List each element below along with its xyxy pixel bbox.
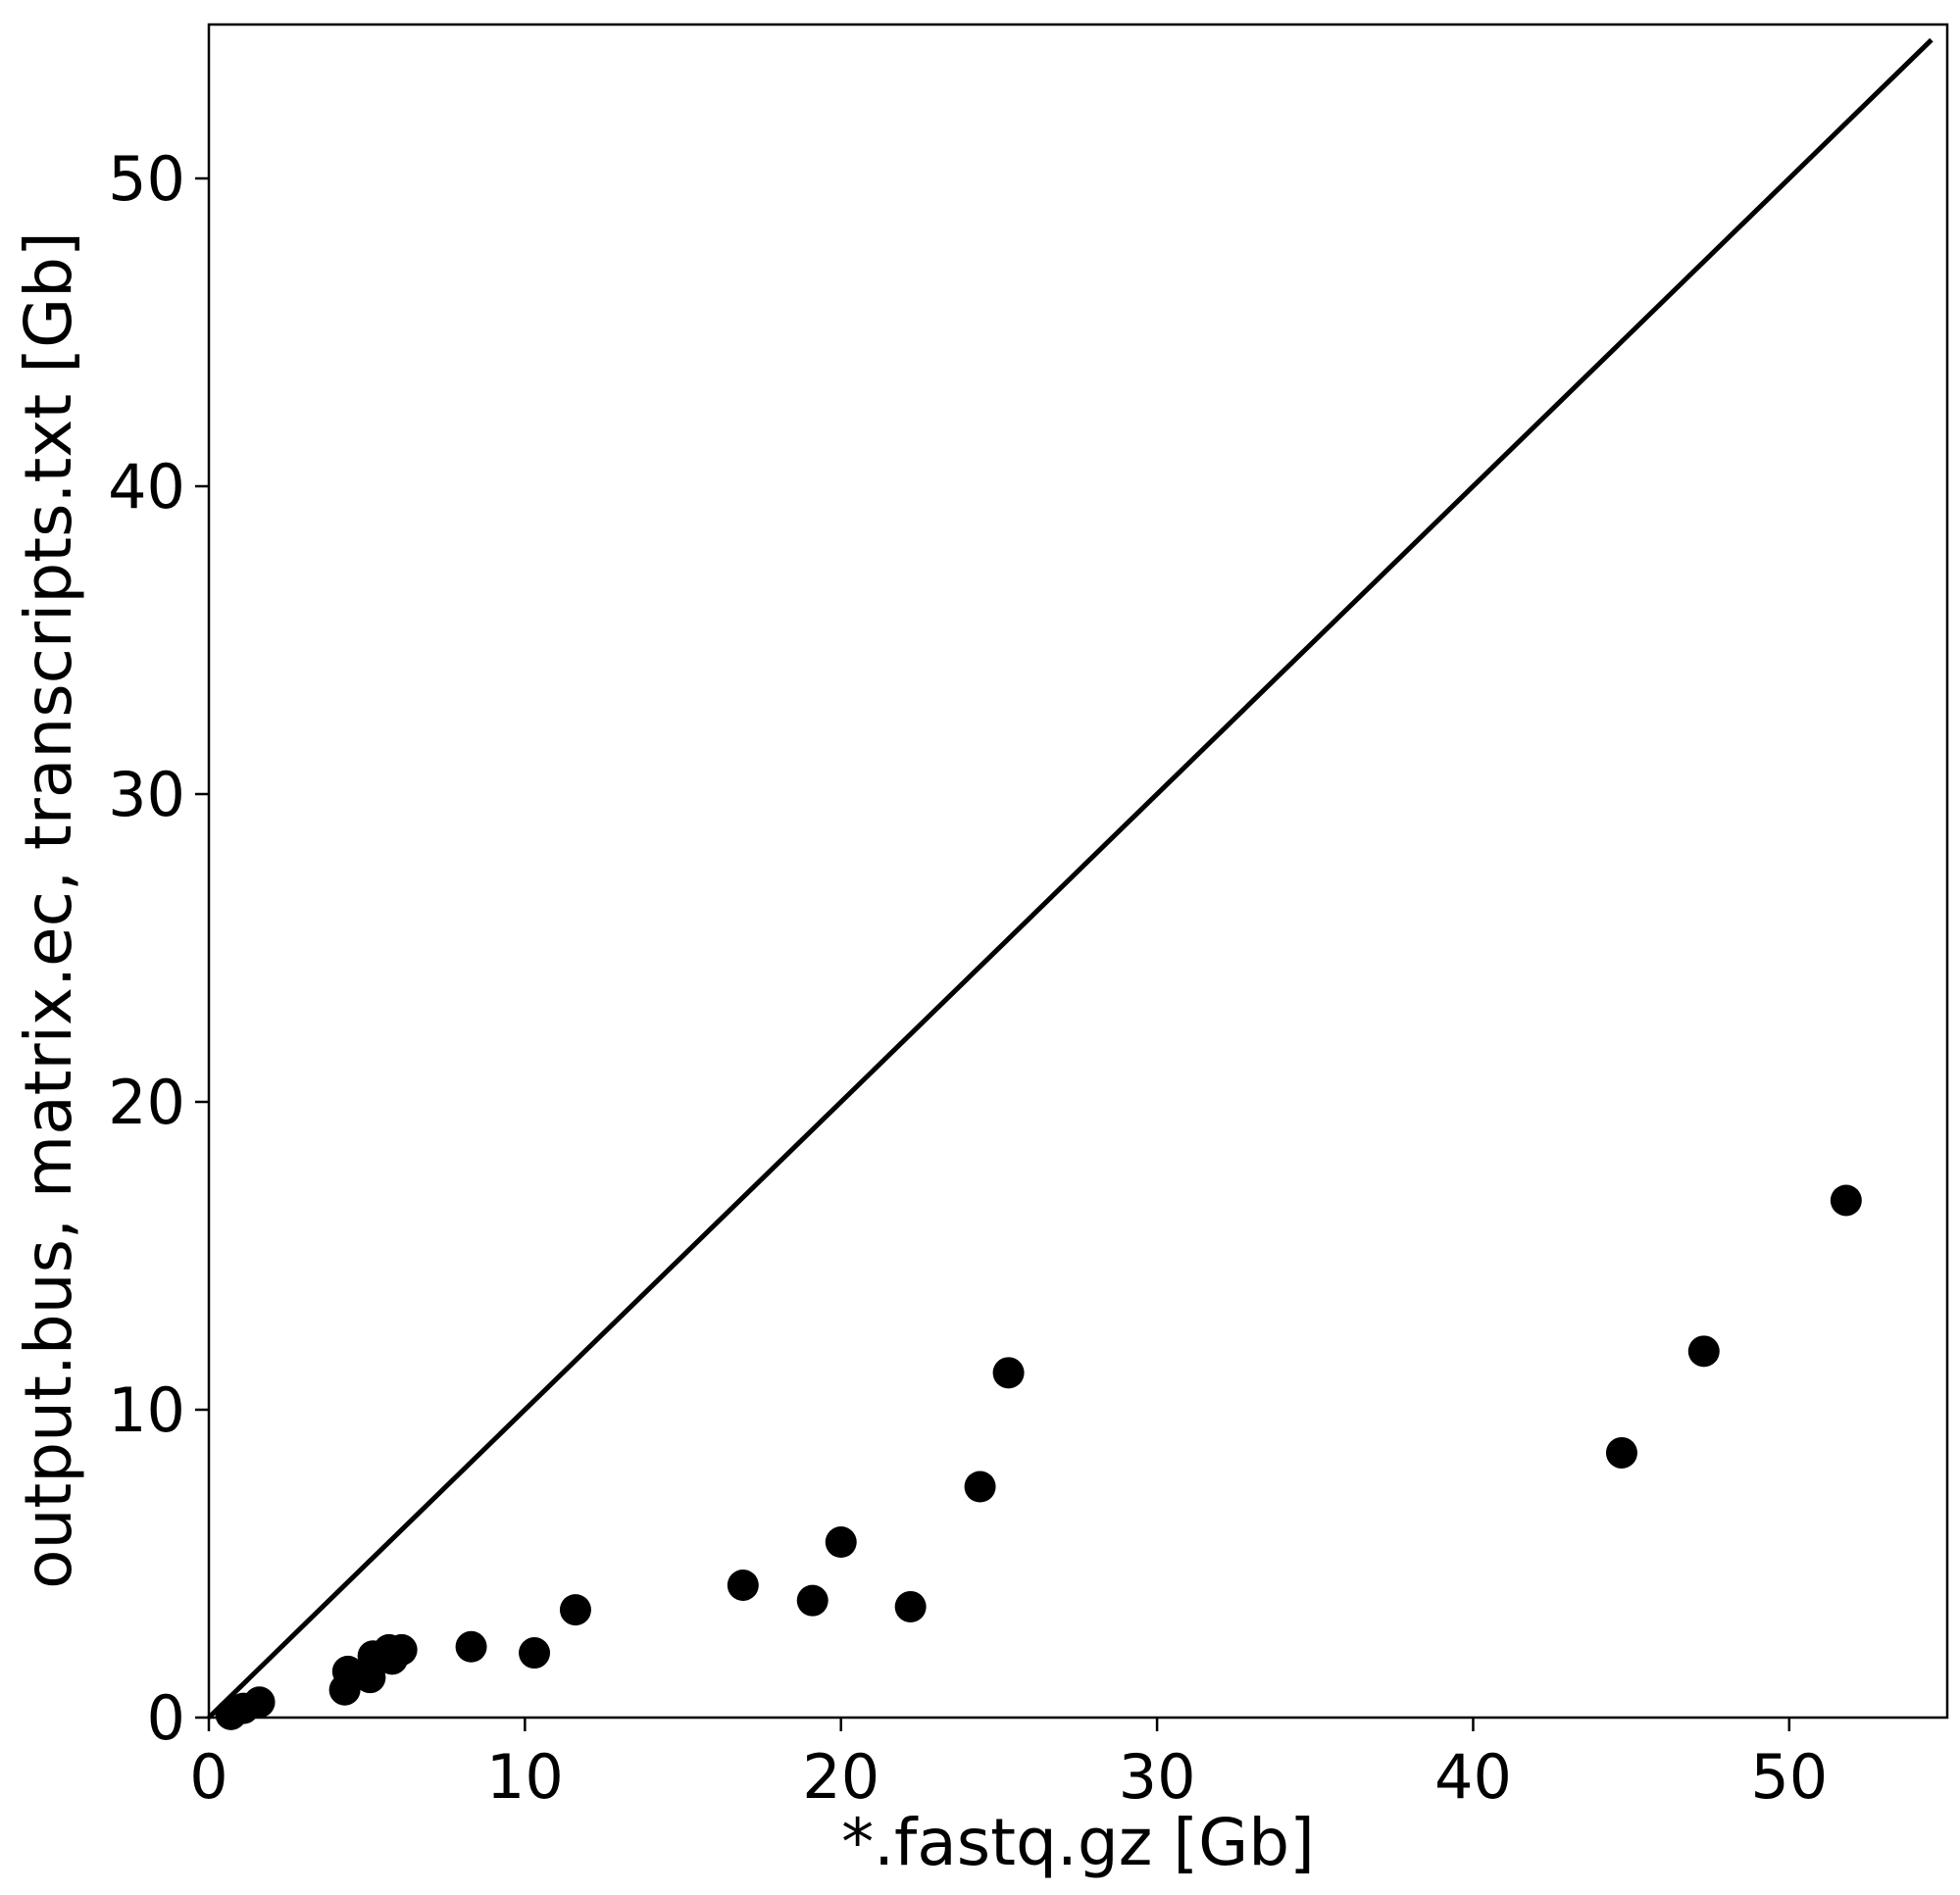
plot-area (207, 23, 1949, 1730)
y-tick-label: 20 (108, 1067, 185, 1138)
data-point (1605, 1436, 1637, 1469)
data-point (519, 1637, 551, 1670)
data-point (1830, 1184, 1862, 1217)
data-point (1687, 1335, 1720, 1368)
x-axis-label: *.fastq.gz [Gb] (841, 1805, 1315, 1880)
x-tick-label: 30 (1119, 1741, 1196, 1813)
y-axis-label: output.bus, matrix.ec, transcripts.txt [… (11, 231, 86, 1589)
y-axis-ticks: 0 10 20 30 40 50 (108, 143, 209, 1754)
data-point (559, 1594, 591, 1626)
data-point (385, 1633, 418, 1666)
data-point (894, 1590, 927, 1622)
data-point (796, 1584, 829, 1617)
y-tick-label: 0 (147, 1682, 185, 1754)
reference-line (207, 37, 1934, 1720)
x-tick-label: 10 (486, 1741, 564, 1813)
x-axis-ticks: 0 10 20 30 40 50 (189, 1718, 1828, 1813)
data-point (727, 1569, 759, 1601)
x-tick-label: 50 (1750, 1741, 1828, 1813)
data-point (992, 1357, 1025, 1389)
y-tick-label: 10 (108, 1374, 185, 1446)
data-point (243, 1686, 276, 1719)
y-tick-label: 30 (108, 759, 185, 830)
data-point (825, 1526, 857, 1559)
x-tick-label: 0 (189, 1741, 227, 1813)
x-tick-label: 40 (1434, 1741, 1512, 1813)
plot-frame (207, 23, 1949, 1720)
data-point (964, 1471, 996, 1503)
y-tick-label: 40 (108, 451, 185, 523)
x-tick-label: 20 (802, 1741, 879, 1813)
data-point (455, 1630, 487, 1663)
y-tick-label: 50 (108, 143, 185, 215)
